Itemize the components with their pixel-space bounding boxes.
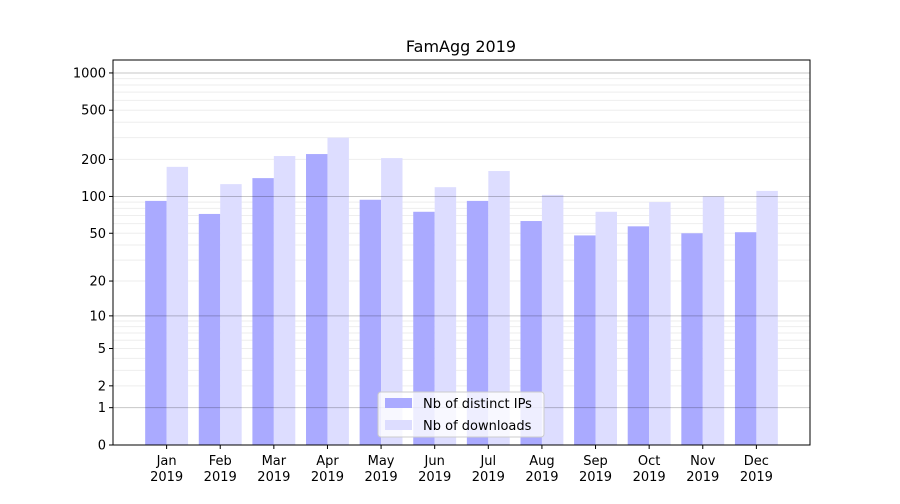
- x-tick-label-line: 2019: [418, 470, 451, 485]
- x-tick-label-line: May: [368, 454, 395, 469]
- x-tick-label-line: 2019: [579, 470, 612, 485]
- x-tick-label-line: 2019: [472, 470, 505, 485]
- x-tick-label: Sep 2019: [579, 454, 612, 485]
- bar-distinct-ips: [306, 154, 328, 445]
- x-tick-label: Feb 2019: [204, 454, 237, 485]
- x-tick-label-line: Feb: [209, 454, 232, 469]
- bar-downloads: [488, 171, 510, 445]
- y-tick-label: 20: [89, 275, 106, 290]
- x-tick-label-line: Oct: [638, 454, 660, 469]
- bar-downloads: [220, 184, 242, 445]
- y-tick-label: 1000: [73, 66, 106, 81]
- bar-downloads: [756, 190, 778, 445]
- bar-distinct-ips: [627, 226, 650, 445]
- bar-downloads: [649, 202, 671, 445]
- bar-downloads: [434, 187, 457, 445]
- bar-distinct-ips: [359, 199, 382, 445]
- bar-downloads: [541, 194, 564, 445]
- x-tick-label-line: 2019: [150, 470, 183, 485]
- x-tick-label-line: 2019: [257, 470, 290, 485]
- legend-swatch-downloads: [385, 420, 412, 430]
- bar-downloads: [595, 211, 617, 445]
- legend-label-ips: Nb of distinct IPs: [423, 397, 532, 412]
- x-tick-label-line: Jul: [479, 454, 496, 469]
- y-tick-label: 2: [98, 379, 106, 394]
- x-tick-label-line: Apr: [316, 454, 339, 469]
- x-tick-label-line: 2019: [204, 470, 237, 485]
- bars: [145, 137, 778, 446]
- bar-distinct-ips: [574, 235, 596, 445]
- y-tick-label: 100: [81, 190, 106, 205]
- x-tick-label-line: Jun: [424, 454, 445, 469]
- y-tick-label: 50: [89, 227, 106, 242]
- y-tick-label: 1: [98, 401, 106, 416]
- plot-frame: [112, 59, 811, 446]
- bar-distinct-ips: [466, 200, 489, 445]
- bar-downloads: [327, 137, 349, 445]
- x-tick-label: Jan 2019: [150, 454, 183, 485]
- bar-distinct-ips: [252, 178, 274, 445]
- x-tick-label: Nov 2019: [686, 454, 719, 485]
- legend-box: [377, 391, 545, 438]
- x-tick-label-line: 2019: [740, 470, 773, 485]
- y-axis: 0 1 2 5 10 20 50 100 200 500 1000: [73, 66, 113, 454]
- y-tick-label: 200: [81, 153, 106, 168]
- x-tick-label: May 2019: [365, 454, 398, 485]
- chart-title: FamAgg 2019: [406, 37, 516, 56]
- x-tick-label: Jun 2019: [418, 454, 451, 485]
- bar-distinct-ips: [734, 232, 757, 445]
- legend: Nb of distinct IPs Nb of downloads: [377, 391, 545, 438]
- legend-label-downloads: Nb of downloads: [423, 419, 532, 434]
- x-tick-label-line: Mar: [262, 454, 287, 469]
- y-tick-label: 0: [98, 439, 106, 454]
- x-tick-label-line: 2019: [365, 470, 398, 485]
- bar-distinct-ips: [681, 233, 703, 445]
- bar-distinct-ips: [145, 200, 167, 445]
- bar-downloads: [381, 158, 403, 446]
- bar-downloads: [273, 156, 296, 445]
- x-tick-label-line: 2019: [311, 470, 344, 485]
- y-tick-label: 5: [98, 342, 106, 357]
- x-tick-label-line: Nov: [690, 454, 716, 469]
- x-tick-label: Jul 2019: [472, 454, 505, 485]
- legend-swatch-ips: [385, 398, 412, 408]
- x-tick-label-line: Dec: [744, 454, 769, 469]
- bar-distinct-ips: [413, 211, 435, 445]
- x-tick-label: Aug 2019: [525, 454, 558, 485]
- x-tick-label-line: 2019: [525, 470, 558, 485]
- bar-distinct-ips: [520, 221, 542, 445]
- x-tick-label-line: Sep: [583, 454, 608, 469]
- y-tick-label: 10: [89, 309, 106, 324]
- x-tick-label-line: 2019: [686, 470, 719, 485]
- bar-downloads: [702, 196, 725, 445]
- bar-distinct-ips: [198, 213, 221, 445]
- x-tick-label: Mar 2019: [257, 454, 290, 485]
- x-tick-label-line: Jan: [156, 454, 177, 469]
- x-tick-label-line: Aug: [529, 454, 554, 469]
- x-tick-label-line: 2019: [633, 470, 666, 485]
- bar-downloads: [166, 166, 189, 445]
- x-tick-label: Apr 2019: [311, 454, 344, 485]
- x-tick-label: Oct 2019: [633, 454, 666, 485]
- x-tick-label: Dec 2019: [740, 454, 773, 485]
- y-tick-label: 500: [81, 104, 106, 119]
